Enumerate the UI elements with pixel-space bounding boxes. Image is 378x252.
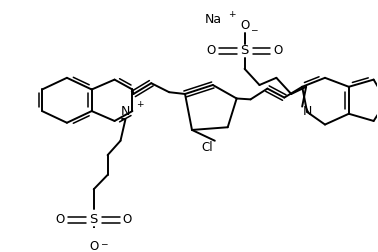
Text: +: + bbox=[228, 10, 235, 19]
Text: S: S bbox=[240, 44, 249, 57]
Text: S: S bbox=[90, 213, 98, 226]
Text: O: O bbox=[206, 44, 215, 57]
Text: −: − bbox=[250, 25, 257, 34]
Text: Cl: Cl bbox=[201, 141, 213, 154]
Text: O: O bbox=[274, 44, 283, 57]
Text: O: O bbox=[55, 213, 65, 226]
Text: −: − bbox=[100, 239, 107, 248]
Text: Na: Na bbox=[204, 13, 222, 26]
Text: O: O bbox=[123, 213, 132, 226]
Text: O: O bbox=[89, 240, 98, 252]
Text: N: N bbox=[302, 106, 312, 118]
Text: N: N bbox=[121, 106, 130, 118]
Text: O: O bbox=[240, 19, 249, 32]
Text: +: + bbox=[136, 100, 143, 109]
